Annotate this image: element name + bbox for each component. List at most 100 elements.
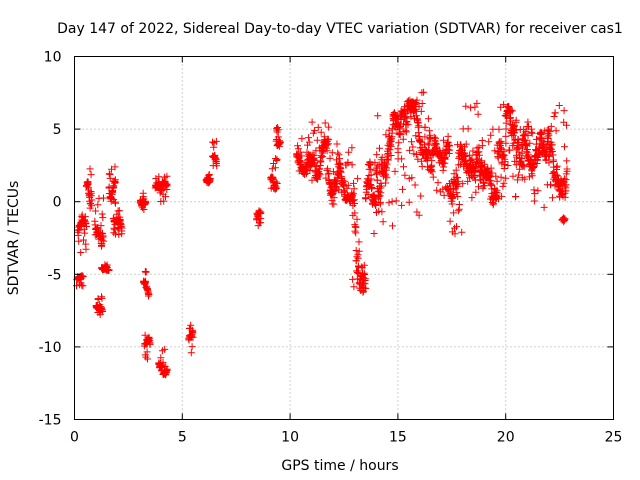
y-tick-label: -15 [39, 413, 62, 429]
data-point [206, 175, 214, 182]
data-point [417, 157, 425, 165]
data-point [428, 157, 436, 165]
data-point [311, 127, 318, 135]
y-tick-label: 5 [53, 122, 62, 138]
data-point [428, 168, 436, 176]
data-point [519, 162, 527, 170]
data-point [540, 203, 548, 211]
data-point [330, 200, 338, 208]
data-point [160, 197, 168, 205]
data-point [450, 209, 458, 217]
data-point [550, 156, 557, 164]
data-point [146, 340, 154, 348]
data-point [100, 194, 107, 202]
data-point [415, 103, 423, 111]
data-point [402, 128, 410, 136]
data-point [396, 131, 404, 139]
grid-lines [74, 56, 614, 420]
data-point [92, 207, 100, 215]
data-point [476, 176, 484, 184]
data-point [351, 209, 359, 217]
data-point [408, 174, 416, 182]
data-point [371, 193, 378, 201]
data-point [205, 171, 213, 178]
data-point [454, 193, 462, 200]
data-point [498, 192, 506, 200]
data-point [305, 134, 313, 142]
data-point [548, 147, 556, 155]
data-point [305, 138, 313, 146]
data-point [213, 162, 221, 170]
data-point [344, 159, 352, 167]
data-point [118, 227, 126, 235]
data-point [448, 192, 455, 200]
data-point [106, 174, 114, 182]
data-point [562, 187, 570, 195]
data-point [78, 281, 86, 289]
data-point [560, 175, 568, 183]
data-point [462, 102, 470, 110]
data-point [294, 142, 302, 150]
data-point [274, 126, 282, 134]
plot-frame [74, 56, 614, 420]
data-point [395, 139, 403, 147]
data-point [387, 141, 394, 149]
data-point [298, 152, 306, 160]
data-point [494, 154, 502, 162]
data-point [526, 139, 534, 147]
data-point [362, 195, 370, 203]
data-point [455, 201, 463, 208]
data-point [459, 180, 467, 188]
data-point [502, 139, 510, 147]
data-point [514, 176, 522, 184]
data-point [420, 88, 428, 96]
y-tick-label: 0 [53, 195, 62, 211]
data-point [421, 123, 429, 131]
data-point [326, 154, 334, 162]
data-point [415, 122, 423, 130]
tick-labels: 0 5 10 15 20 25 -15 -10 -5 0 5 10 [39, 50, 623, 446]
data-point [111, 176, 119, 184]
data-point [553, 162, 561, 170]
data-point [560, 107, 568, 115]
data-point [523, 147, 531, 155]
data-point [523, 146, 531, 153]
data-point [308, 118, 316, 126]
data-point [528, 172, 536, 180]
data-point [145, 291, 153, 298]
data-point [477, 159, 485, 166]
data-point [353, 215, 361, 223]
data-point [524, 118, 532, 126]
data-point [100, 237, 108, 245]
data-point [545, 152, 553, 160]
data-point [440, 136, 447, 144]
data-point [453, 189, 461, 197]
data-point [489, 125, 497, 133]
data-point [493, 186, 501, 194]
data-point [378, 208, 386, 216]
data-point [453, 181, 461, 189]
x-tick-label: 15 [389, 430, 407, 446]
data-point [504, 162, 512, 169]
data-point [502, 111, 510, 119]
data-point [524, 131, 532, 139]
data-point [376, 199, 384, 207]
data-point [430, 133, 438, 141]
data-point [394, 148, 402, 156]
data-point [144, 355, 151, 363]
data-point [500, 179, 508, 187]
x-tick-label: 25 [605, 430, 623, 446]
data-point [333, 140, 341, 148]
data-point [495, 125, 503, 133]
data-point [383, 164, 390, 172]
data-point [187, 349, 195, 357]
data-point [98, 294, 106, 302]
data-point [502, 132, 510, 140]
data-point [392, 197, 400, 205]
data-point [352, 223, 360, 231]
data-point [296, 148, 304, 156]
data-point [515, 171, 523, 179]
data-point [304, 141, 311, 149]
data-point [83, 223, 90, 230]
data-point [510, 139, 518, 147]
